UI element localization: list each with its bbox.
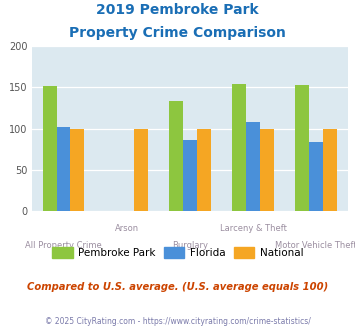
Bar (246, 122, 260, 211)
Text: All Property Crime: All Property Crime (25, 241, 102, 250)
Bar (232, 84, 246, 211)
Bar (295, 85, 309, 211)
Bar (197, 129, 211, 211)
Bar (71, 129, 84, 211)
Legend: Pembroke Park, Florida, National: Pembroke Park, Florida, National (48, 243, 307, 262)
Text: Burglary: Burglary (172, 241, 208, 250)
Bar (309, 142, 323, 211)
Bar (183, 140, 197, 211)
Bar (43, 86, 56, 211)
Text: Compared to U.S. average. (U.S. average equals 100): Compared to U.S. average. (U.S. average … (27, 282, 328, 292)
Bar (169, 102, 183, 211)
Text: Arson: Arson (115, 224, 139, 233)
Bar (260, 129, 274, 211)
Text: Larceny & Theft: Larceny & Theft (220, 224, 286, 233)
Text: 2019 Pembroke Park: 2019 Pembroke Park (96, 3, 259, 17)
Text: Motor Vehicle Theft: Motor Vehicle Theft (275, 241, 355, 250)
Bar (56, 127, 71, 211)
Text: Property Crime Comparison: Property Crime Comparison (69, 26, 286, 40)
Text: © 2025 CityRating.com - https://www.cityrating.com/crime-statistics/: © 2025 CityRating.com - https://www.city… (45, 317, 310, 326)
Bar (323, 129, 337, 211)
Bar (134, 129, 148, 211)
